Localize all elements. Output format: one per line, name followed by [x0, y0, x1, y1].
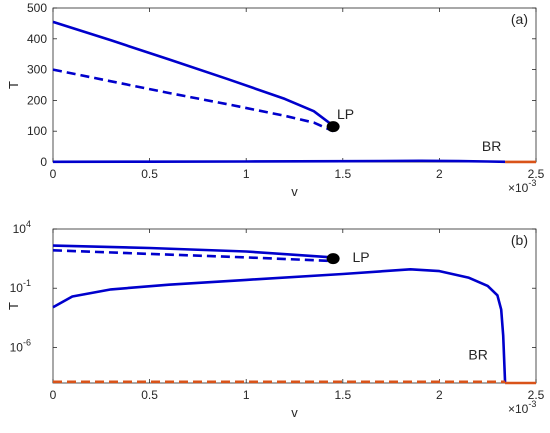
x-axis-multiplier: ×10-3: [508, 399, 536, 416]
x-tick-label: 1.5: [334, 167, 351, 181]
x-tick-label: 1: [243, 388, 250, 402]
x-tick-label: 0.5: [141, 167, 158, 181]
annotation-lp: LP: [337, 106, 354, 122]
y-tick-label: 400: [27, 32, 47, 46]
x-tick-label: 2.5: [528, 388, 545, 402]
x-axis-label: v: [291, 184, 298, 199]
y-axis-label: T: [6, 302, 21, 310]
annotation-br: BR: [468, 346, 487, 362]
chart-panel-2: 0 0.5 1 1.5 2 2.5 104 10-1 10-6 v T ×10-3 (b) LP BR: [6, 219, 545, 420]
annotation-lp: LP: [352, 249, 369, 265]
y-tick-label: 0: [40, 155, 47, 169]
y-tick-label: 100: [27, 124, 47, 138]
x-tick-label: 2: [436, 388, 443, 402]
series-line-2: [52, 68, 334, 133]
series-line-2: [52, 249, 334, 263]
x-tick-label: 0.5: [141, 388, 158, 402]
annotation-br: BR: [482, 138, 501, 154]
x-tick-label: 0: [50, 388, 57, 402]
y-tick-label: 10-1: [10, 278, 31, 295]
series-line-1: [52, 20, 334, 127]
y-tick-label: 200: [27, 93, 47, 107]
lp-marker: [326, 121, 340, 133]
lp-marker: [326, 253, 340, 265]
panel-label: (b): [511, 232, 528, 248]
x-tick-label: 2: [436, 167, 443, 181]
series-line-3: [52, 159, 506, 164]
series-line-3: [52, 267, 507, 384]
chart-panel-1: 0 0.5 1 1.5 2 2.5 0 100 200 300 400 500 v T ×10-3 (a) LP…: [6, 1, 545, 199]
x-tick-label: 1: [243, 167, 250, 181]
x-tick-label: 2.5: [528, 167, 545, 181]
series-line-1: [52, 244, 334, 259]
x-tick-label: 1.5: [334, 388, 351, 402]
x-tick-label: 0: [50, 167, 57, 181]
y-tick-label: 104: [13, 219, 31, 236]
y-axis-label: T: [6, 81, 21, 89]
x-axis-label: v: [291, 405, 298, 420]
panel-label: (a): [511, 11, 528, 27]
y-tick-label: 300: [27, 63, 47, 77]
plot-frame: [52, 7, 537, 163]
x-axis-multiplier: ×10-3: [508, 178, 536, 195]
y-tick-label: 500: [27, 1, 47, 15]
y-tick-label: 10-6: [10, 337, 31, 354]
